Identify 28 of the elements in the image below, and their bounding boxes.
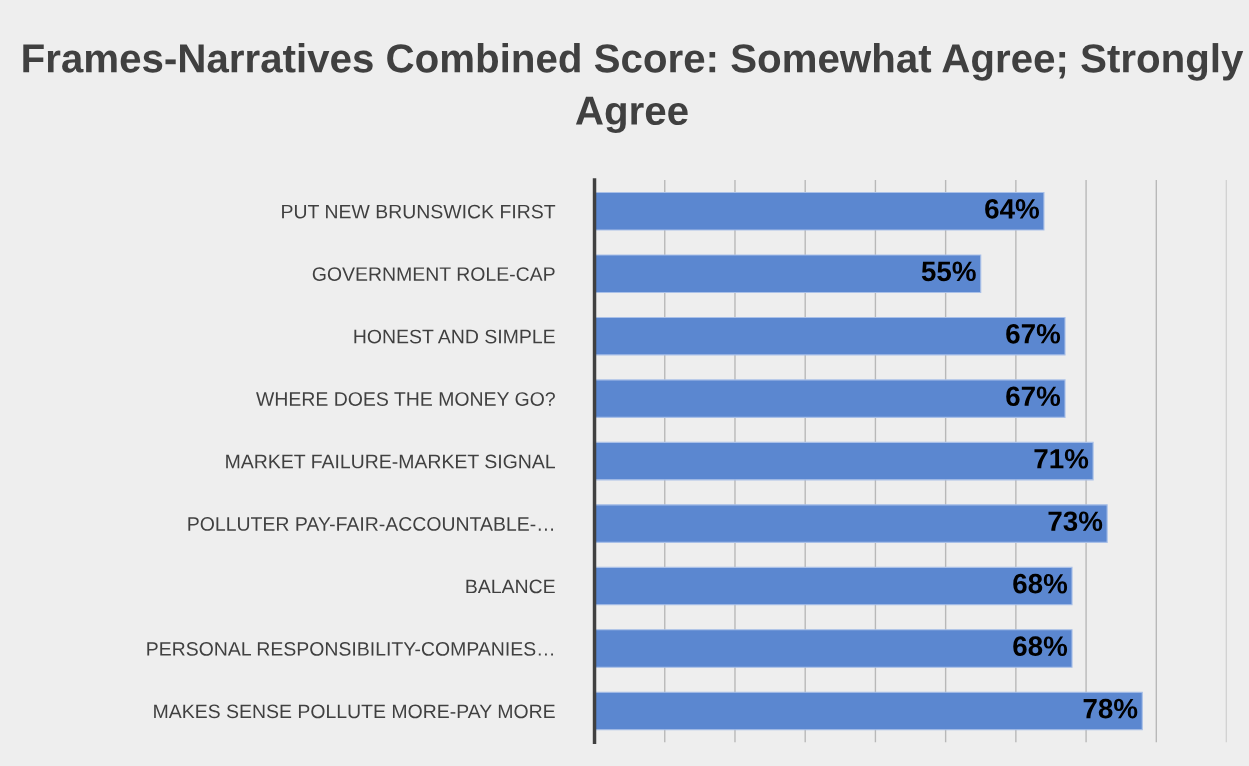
y-tick-label: GOVERNMENT ROLE-CAP xyxy=(312,267,555,281)
y-tick-label: PERSONAL RESPONSIBILITY-COMPANIES… xyxy=(147,642,553,656)
data-label: 73% xyxy=(1048,511,1103,532)
y-tick-label: BALANCE xyxy=(466,579,555,594)
data-label: 67% xyxy=(1006,386,1061,407)
data-label: 55% xyxy=(921,261,976,282)
bar xyxy=(594,566,1073,606)
bar xyxy=(594,379,1066,418)
bar xyxy=(594,629,1073,668)
y-tick-label: WHERE DOES THE MONEY GO? xyxy=(256,392,555,406)
y-tick-label: MAKES SENSE POLLUTE MORE-PAY MORE xyxy=(154,704,555,719)
y-tick-label: HONEST AND SIMPLE xyxy=(354,329,555,344)
y-tick-label: PUT NEW BRUNSWICK FIRST xyxy=(282,204,556,219)
bar xyxy=(594,441,1094,481)
bar xyxy=(594,254,982,294)
data-label: 64% xyxy=(985,199,1039,219)
bar xyxy=(594,691,1143,731)
bar xyxy=(594,316,1066,356)
data-label: 71% xyxy=(1034,448,1089,469)
data-label: 67% xyxy=(1006,323,1061,344)
data-label: 68% xyxy=(1013,636,1068,656)
bar xyxy=(594,191,1045,231)
y-tick-label: MARKET FAILURE-MARKET SIGNAL xyxy=(226,454,555,469)
y-tick-label: POLLUTER PAY-FAIR-ACCOUNTABLE-… xyxy=(188,517,553,531)
bar xyxy=(594,504,1108,543)
data-label: 68% xyxy=(1013,573,1068,594)
chart-title: Frames-Narratives Combined Score: Somewhat Agree; Strongly Agree xyxy=(23,43,1244,134)
data-label: 78% xyxy=(1083,698,1138,719)
